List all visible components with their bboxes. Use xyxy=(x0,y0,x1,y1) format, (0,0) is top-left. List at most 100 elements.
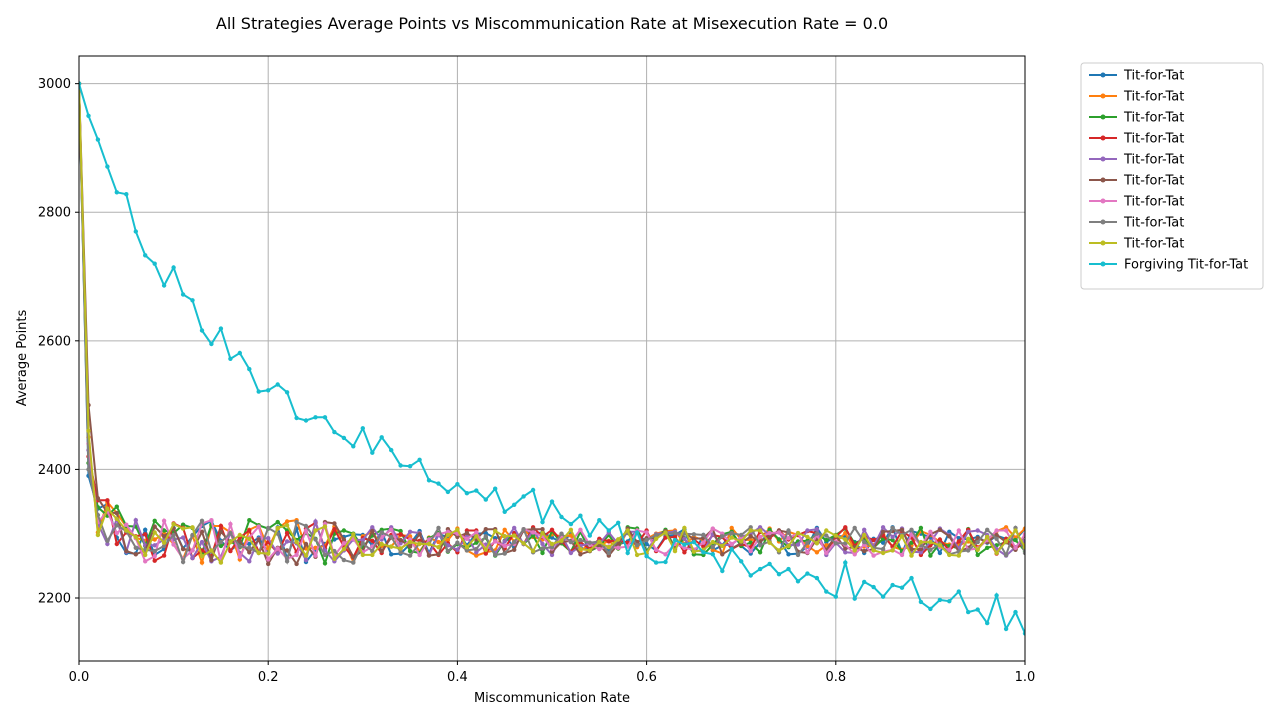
data-point xyxy=(786,566,791,572)
data-point xyxy=(237,539,242,544)
data-point xyxy=(568,539,574,545)
series-7 xyxy=(79,81,1025,565)
data-point xyxy=(1022,550,1025,556)
data-point xyxy=(152,537,157,542)
data-point xyxy=(180,526,186,531)
data-point xyxy=(757,528,763,533)
data-point xyxy=(682,550,687,555)
data-point xyxy=(956,553,961,558)
data-point xyxy=(729,541,734,547)
legend-marker xyxy=(1100,72,1106,78)
plot-frame xyxy=(78,55,1026,662)
data-point xyxy=(266,561,271,567)
data-point xyxy=(653,532,659,538)
legend-marker xyxy=(1100,156,1106,162)
data-point xyxy=(918,525,924,531)
data-point xyxy=(237,554,242,559)
data-point xyxy=(483,530,488,536)
data-point xyxy=(956,528,961,533)
data-point xyxy=(483,551,488,556)
data-point xyxy=(474,553,479,558)
data-point xyxy=(928,547,933,552)
data-point xyxy=(1022,545,1025,550)
data-point xyxy=(294,519,299,525)
data-point xyxy=(1022,538,1025,543)
data-point xyxy=(568,533,574,538)
data-point xyxy=(464,491,470,496)
data-point xyxy=(502,527,507,532)
data-point xyxy=(407,544,413,549)
data-point xyxy=(294,552,299,558)
data-point xyxy=(540,550,545,556)
data-point xyxy=(512,533,517,538)
data-point xyxy=(284,519,290,524)
data-point xyxy=(757,566,763,572)
data-point xyxy=(1022,532,1025,537)
data-point xyxy=(180,535,186,540)
data-point xyxy=(398,528,403,534)
data-point xyxy=(341,557,347,563)
data-point xyxy=(161,543,167,549)
data-point xyxy=(691,549,697,554)
data-point xyxy=(152,548,157,554)
data-point xyxy=(152,558,157,563)
data-point xyxy=(682,536,687,541)
data-point xyxy=(322,552,328,558)
data-point xyxy=(133,545,138,550)
data-point xyxy=(549,552,555,558)
data-point xyxy=(417,457,422,462)
data-point xyxy=(578,552,583,557)
data-point xyxy=(209,557,214,563)
data-point xyxy=(512,502,517,507)
data-point xyxy=(862,548,867,554)
x-axis-ticks: 0.0 0.2 0.4 0.6 0.8 1.0 xyxy=(69,661,1035,685)
data-point xyxy=(549,549,555,554)
data-point xyxy=(871,584,876,590)
data-point xyxy=(587,540,592,545)
data-point xyxy=(445,529,451,534)
data-point xyxy=(247,528,252,533)
data-point xyxy=(199,554,205,559)
data-point xyxy=(152,518,157,523)
data-point xyxy=(228,530,233,536)
data-point xyxy=(530,527,536,532)
data-point xyxy=(549,499,555,504)
data-point xyxy=(417,541,422,547)
y-tick-label: 3000 xyxy=(38,77,71,92)
data-point xyxy=(663,552,668,557)
data-point xyxy=(247,536,252,541)
data-point xyxy=(880,529,886,534)
legend-box xyxy=(1080,62,1264,290)
data-point xyxy=(133,552,138,557)
data-point xyxy=(275,546,280,551)
data-point xyxy=(871,537,876,543)
series-line xyxy=(79,83,1025,567)
series-4 xyxy=(79,81,1025,563)
data-point xyxy=(549,545,555,550)
data-point xyxy=(890,582,895,588)
data-point xyxy=(133,534,138,540)
data-point xyxy=(114,530,120,536)
data-point xyxy=(379,530,384,535)
data-point xyxy=(237,350,242,356)
data-point xyxy=(1003,528,1009,533)
data-point xyxy=(568,550,574,556)
data-point xyxy=(1003,626,1009,632)
data-point xyxy=(180,546,186,552)
data-point xyxy=(256,389,261,394)
x-tick-label: 0.2 xyxy=(258,670,279,685)
data-point xyxy=(748,534,753,539)
data-point xyxy=(152,524,157,529)
data-point xyxy=(512,525,517,531)
y-tick-label: 2200 xyxy=(38,591,71,606)
series-line xyxy=(79,83,1025,566)
data-point xyxy=(464,536,470,541)
legend-marker xyxy=(1100,177,1106,183)
data-point xyxy=(899,527,905,532)
data-point xyxy=(597,539,602,545)
data-point xyxy=(455,534,460,540)
data-point xyxy=(105,538,110,543)
data-point xyxy=(710,539,715,545)
data-point xyxy=(512,539,517,545)
